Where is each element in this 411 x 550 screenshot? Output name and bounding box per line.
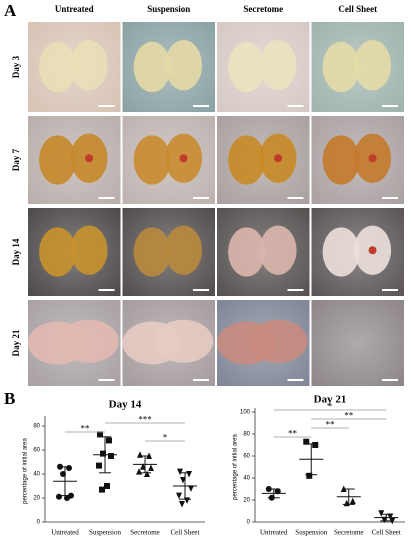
y-tick-label: 40: [33, 472, 40, 478]
wound: [228, 135, 266, 185]
point: [66, 465, 72, 471]
y-tick-label: 80: [243, 432, 250, 438]
point: [64, 495, 70, 501]
wound: [70, 39, 108, 91]
wound: [39, 227, 77, 277]
x-tick-label: Cell Sheet: [171, 529, 200, 537]
column-header: Secretome: [243, 4, 283, 14]
wound: [133, 41, 171, 93]
wound: [39, 135, 77, 185]
x-tick-label: Untreated: [260, 529, 288, 537]
x-tick-label: Secretome: [334, 529, 364, 537]
x-tick-label: Cell Sheet: [372, 529, 401, 537]
wound: [322, 227, 360, 277]
wound-center: [368, 154, 377, 163]
x-tick-label: Suspension: [89, 529, 121, 537]
significance-label: **: [288, 429, 298, 439]
y-axis-label: percentage of initial area: [233, 433, 239, 499]
photo: [311, 300, 404, 386]
point: [108, 453, 114, 459]
y-tick-label: 40: [243, 476, 250, 482]
wound: [165, 225, 203, 275]
wound: [354, 39, 392, 91]
wound: [153, 319, 214, 363]
column-header: Cell Sheet: [338, 4, 377, 14]
wound: [165, 39, 203, 91]
point: [387, 513, 394, 520]
y-tick-label: 20: [243, 498, 250, 504]
point: [100, 450, 106, 457]
y-tick-label: 0: [37, 520, 41, 526]
y-tick-label: 0: [247, 520, 251, 526]
point: [56, 493, 62, 500]
wound: [322, 135, 360, 185]
significance-label: *: [328, 402, 333, 412]
point: [99, 486, 105, 493]
significance-label: ***: [138, 415, 152, 425]
wound: [228, 41, 266, 93]
point: [188, 485, 194, 492]
wound-center: [274, 154, 283, 163]
point: [176, 492, 182, 500]
point: [274, 488, 281, 495]
y-axis-label: percentage of initial area: [23, 437, 29, 503]
chart: Day 21 percentage of initial area 0 20 40 60 8…: [233, 394, 405, 537]
y-tick-label: 60: [33, 448, 40, 454]
point: [177, 468, 183, 476]
wound: [59, 319, 119, 363]
y-tick-label: 100: [240, 410, 251, 416]
point: [312, 442, 319, 448]
point: [148, 464, 154, 471]
column-header: Untreated: [55, 4, 94, 14]
wound: [133, 135, 171, 185]
x-tick-label: Suspension: [295, 529, 327, 537]
point: [137, 451, 143, 458]
significance-label: **: [81, 424, 91, 434]
wound: [39, 41, 77, 93]
y-tick-label: 80: [33, 424, 40, 430]
y-tick-label: 60: [243, 454, 250, 460]
point: [186, 471, 192, 478]
wound-center: [85, 154, 94, 163]
photo-grid: [27, 22, 404, 386]
point: [97, 431, 103, 438]
row-label: Day 21: [11, 329, 21, 356]
column-header: Suspension: [147, 4, 190, 14]
x-tick-label: Secretome: [130, 529, 160, 537]
wound: [248, 319, 308, 363]
point: [303, 438, 310, 445]
chart-title: Day 21: [314, 394, 347, 406]
x-tick-label: Untreated: [51, 529, 79, 537]
point: [349, 497, 356, 505]
wound: [228, 227, 266, 277]
chart: Day 14 percentage of initial area 0 20 40 60 8…: [23, 399, 205, 537]
significance-label: **: [326, 420, 336, 430]
wound: [259, 225, 297, 275]
point: [106, 437, 112, 444]
point: [378, 510, 385, 517]
panel-label: A: [4, 1, 17, 20]
point: [104, 483, 110, 489]
wound: [70, 225, 108, 275]
significance-label: *: [163, 433, 168, 443]
wound-center: [179, 154, 188, 163]
wound: [133, 227, 171, 277]
wound: [259, 39, 297, 91]
point: [306, 472, 313, 479]
wound: [322, 41, 360, 93]
wound-center: [368, 246, 377, 255]
point: [144, 470, 150, 477]
point: [96, 462, 102, 469]
point: [179, 501, 185, 508]
panel-label: B: [4, 389, 15, 408]
y-tick-label: 20: [33, 496, 40, 502]
row-label: Day 7: [11, 148, 21, 171]
row-label: Day 14: [11, 238, 21, 265]
row-label: Day 3: [11, 55, 21, 78]
chart-title: Day 14: [109, 399, 142, 411]
significance-label: **: [344, 411, 354, 421]
